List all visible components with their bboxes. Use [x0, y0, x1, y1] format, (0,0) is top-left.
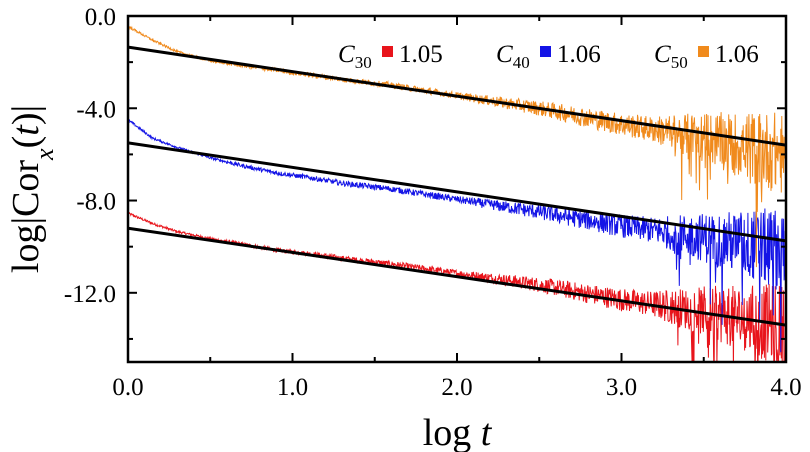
legend: C30 1.05 C40 1.06 C50 1.06	[338, 41, 759, 72]
legend-item-C30: C30 1.05	[338, 41, 443, 72]
x-axis-title: log t	[423, 412, 493, 452]
x-tick-label: 2.0	[441, 374, 472, 401]
fit-line-C50	[128, 45, 786, 147]
y-tick-label: -12.0	[64, 281, 116, 308]
axis-ticks: 0.0 1.0 2.0 3.0 4.0 0.0 -4.0 -8.0 -12.0	[64, 4, 802, 401]
y-axis-title: log|Corx(t)|	[5, 105, 59, 273]
legend-swatch	[382, 46, 393, 57]
x-tick-label: 3.0	[606, 374, 637, 401]
legend-item-C40: C40 1.06	[496, 41, 601, 72]
legend-slope-value: 1.06	[557, 41, 601, 68]
legend-swatch	[698, 46, 709, 57]
x-tick-label: 4.0	[770, 374, 801, 401]
legend-swatch	[540, 46, 551, 57]
legend-label: C30	[338, 41, 372, 72]
y-tick-label: -8.0	[76, 189, 116, 216]
legend-item-C50: C50 1.06	[654, 41, 759, 72]
y-tick-label: -4.0	[76, 96, 116, 123]
x-tick-label: 1.0	[277, 374, 308, 401]
series-line-C40	[128, 118, 786, 353]
plot-content	[128, 25, 786, 362]
legend-label: C50	[654, 41, 688, 72]
x-tick-label: 0.0	[112, 374, 143, 401]
legend-label: C40	[496, 41, 530, 72]
legend-slope-value: 1.05	[399, 41, 443, 68]
fit-line-C30	[128, 226, 786, 327]
legend-slope-value: 1.06	[715, 41, 759, 68]
y-tick-label: 0.0	[85, 4, 116, 31]
fit-line-C40	[128, 141, 786, 243]
